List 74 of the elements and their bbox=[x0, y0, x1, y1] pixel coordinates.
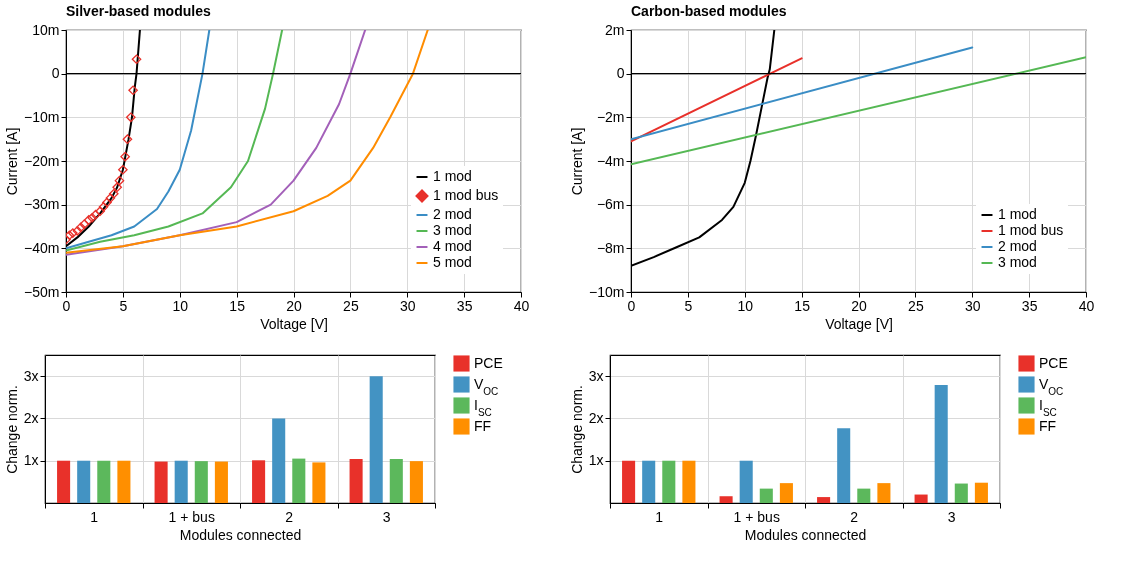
legend-label: 1 mod bbox=[998, 206, 1037, 222]
y-tick-label: 0 bbox=[616, 65, 625, 82]
x-tick-label: 1 + bus bbox=[168, 508, 215, 525]
y-tick-label: 0 bbox=[51, 65, 60, 82]
legend-label: PCE bbox=[1039, 354, 1068, 371]
x-tick-label: 35 bbox=[456, 297, 473, 314]
x-tick-label: 20 bbox=[286, 297, 302, 314]
y-axis-title: Change norm. bbox=[3, 385, 20, 474]
y-tick-label: −6m bbox=[596, 196, 625, 213]
x-tick-label: 25 bbox=[343, 297, 359, 314]
legend-label: I$_{SC}$ bbox=[474, 396, 492, 417]
y-tick-label: 10m bbox=[32, 21, 60, 38]
x-tick-label: 15 bbox=[794, 297, 811, 314]
y-tick-label: −10m bbox=[24, 108, 60, 125]
y-tick-label: −10m bbox=[589, 283, 625, 300]
y-tick-label: 1x bbox=[588, 452, 604, 469]
legend-label: FF bbox=[1039, 417, 1057, 434]
y-tick-label: −4m bbox=[596, 152, 625, 169]
x-tick-label: 35 bbox=[1021, 297, 1038, 314]
x-tick-label: 5 bbox=[684, 297, 693, 314]
x-tick-label: 40 bbox=[513, 297, 530, 314]
chart-title: Carbon-based modules bbox=[631, 3, 787, 19]
y-tick-label: 3x bbox=[588, 367, 604, 384]
legend-label: I$_{SC}$ bbox=[1039, 396, 1057, 417]
x-axis-title: Modules connected bbox=[179, 526, 302, 543]
legend-label: 3 mod bbox=[433, 222, 472, 238]
y-tick-label: −30m bbox=[24, 196, 60, 213]
x-tick-label: 30 bbox=[399, 297, 416, 314]
x-tick-label: 3 bbox=[382, 508, 391, 525]
y-tick-label: 2x bbox=[588, 409, 604, 426]
x-tick-label: 20 bbox=[851, 297, 867, 314]
x-tick-label: 25 bbox=[908, 297, 924, 314]
legend-label: 1 mod bus bbox=[433, 187, 499, 203]
chart-title: Silver-based modules bbox=[66, 3, 211, 19]
y-tick-label: −2m bbox=[596, 108, 625, 125]
legend-label: V$_{OC}$ bbox=[1039, 375, 1064, 396]
y-tick-label: 2x bbox=[23, 409, 39, 426]
x-tick-label: 5 bbox=[119, 297, 128, 314]
legend-label: PCE bbox=[474, 354, 503, 371]
y-axis-title: Change norm. bbox=[568, 385, 585, 474]
legend-label: 5 mod bbox=[433, 254, 472, 270]
legend-label: 4 mod bbox=[433, 238, 472, 254]
x-tick-label: 0 bbox=[627, 297, 636, 314]
y-tick-label: −40m bbox=[24, 239, 60, 256]
x-axis-title: Modules connected bbox=[744, 526, 867, 543]
x-tick-label: 1 + bus bbox=[733, 508, 780, 525]
x-tick-label: 1 bbox=[655, 508, 664, 525]
x-tick-label: 3 bbox=[947, 508, 956, 525]
y-tick-label: −8m bbox=[596, 239, 625, 256]
x-tick-label: 10 bbox=[172, 297, 189, 314]
x-tick-label: 1 bbox=[90, 508, 99, 525]
legend-label: 1 mod bus bbox=[998, 222, 1064, 238]
y-axis-title: Current [A] bbox=[4, 127, 21, 196]
legend-label: V$_{OC}$ bbox=[474, 375, 499, 396]
y-tick-label: −50m bbox=[24, 283, 60, 300]
legend-label: 1 mod bbox=[433, 168, 472, 184]
legend-label: 2 mod bbox=[998, 238, 1037, 254]
y-tick-label: 3x bbox=[23, 367, 39, 384]
y-tick-label: −20m bbox=[24, 152, 60, 169]
x-tick-label: 2 bbox=[285, 508, 294, 525]
x-tick-label: 15 bbox=[229, 297, 246, 314]
y-axis-title: Current [A] bbox=[569, 127, 586, 196]
legend-label: FF bbox=[474, 417, 492, 434]
legend-label: 3 mod bbox=[998, 254, 1037, 270]
y-tick-label: 2m bbox=[605, 21, 625, 38]
x-tick-label: 10 bbox=[737, 297, 754, 314]
x-tick-label: 2 bbox=[850, 508, 859, 525]
x-axis-title: Voltage [V] bbox=[825, 315, 893, 332]
x-tick-label: 30 bbox=[964, 297, 981, 314]
y-tick-label: 1x bbox=[23, 452, 39, 469]
legend-label: 2 mod bbox=[433, 206, 472, 222]
x-tick-label: 40 bbox=[1078, 297, 1095, 314]
x-tick-label: 0 bbox=[62, 297, 71, 314]
x-axis-title: Voltage [V] bbox=[260, 315, 328, 332]
